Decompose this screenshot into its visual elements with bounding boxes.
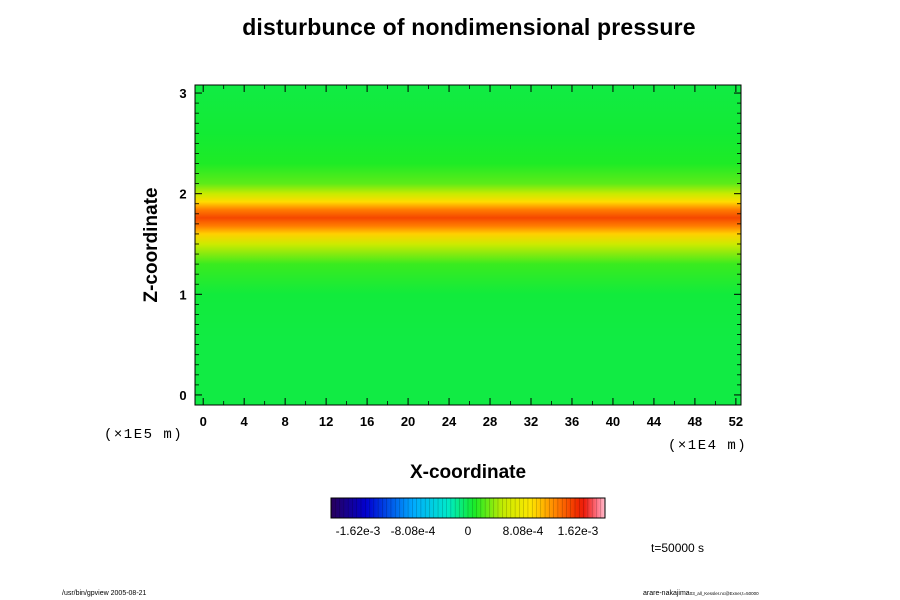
x-tick-label: 48 — [688, 414, 702, 429]
plot-frame — [194, 84, 742, 406]
x-tick-label: 8 — [282, 414, 289, 429]
colorbar-tick-label: -8.08e-4 — [391, 524, 436, 538]
y-axis-unit: (×1E5 m) — [104, 427, 183, 443]
minor-ticks — [195, 85, 741, 405]
x-tick-label: 24 — [442, 414, 457, 429]
footer-author: arare-nakajima — [643, 590, 690, 597]
colorbar-ticks: -1.62e-3 -8.08e-4 0 8.08e-4 1.62e-3 — [336, 524, 599, 538]
x-tick-label: 44 — [647, 414, 662, 429]
colorbar-tick-label: 1.62e-3 — [558, 524, 599, 538]
colorbar-tick-label: 8.08e-4 — [503, 524, 544, 538]
colorbar-tick-label: 0 — [465, 524, 472, 538]
time-label: t=50000 s — [651, 541, 704, 555]
colorbar-tick-label: -1.62e-3 — [336, 524, 381, 538]
y-axis-label: Z-coordinate — [141, 187, 162, 302]
x-tick-label: 16 — [360, 414, 374, 429]
chart-title: disturbunce of nondimensional pressure — [242, 14, 696, 40]
x-tick-label: 52 — [729, 414, 743, 429]
x-axis-unit: (×1E4 m) — [668, 438, 747, 454]
footer-command: /usr/bin/gpview 2005-08-21 — [62, 590, 147, 597]
x-tick-label: 0 — [200, 414, 207, 429]
x-tick-label: 4 — [241, 414, 249, 429]
x-axis-label: X-coordinate — [410, 462, 526, 483]
footer-source: arare-nakajima03_all_Kessler.nc@Exner,t=… — [643, 590, 759, 597]
x-tick-label: 28 — [483, 414, 497, 429]
x-tick-label: 32 — [524, 414, 538, 429]
x-axis-ticks: 0 4 8 12 16 20 24 28 32 36 40 44 48 52 — [200, 85, 743, 429]
footer-file: 03_all_Kessler.nc@Exner,t=50000 — [689, 591, 759, 596]
y-tick-label: 0 — [179, 388, 186, 403]
x-tick-label: 20 — [401, 414, 415, 429]
y-tick-label: 1 — [179, 287, 186, 302]
y-tick-label: 2 — [179, 187, 186, 202]
y-tick-label: 3 — [179, 86, 186, 101]
x-tick-label: 12 — [319, 414, 333, 429]
x-tick-label: 40 — [606, 414, 620, 429]
y-axis-ticks: 0 1 2 3 — [179, 86, 741, 403]
x-tick-label: 36 — [565, 414, 579, 429]
pressure-field — [195, 85, 741, 405]
colorbar-stripes — [335, 498, 601, 518]
